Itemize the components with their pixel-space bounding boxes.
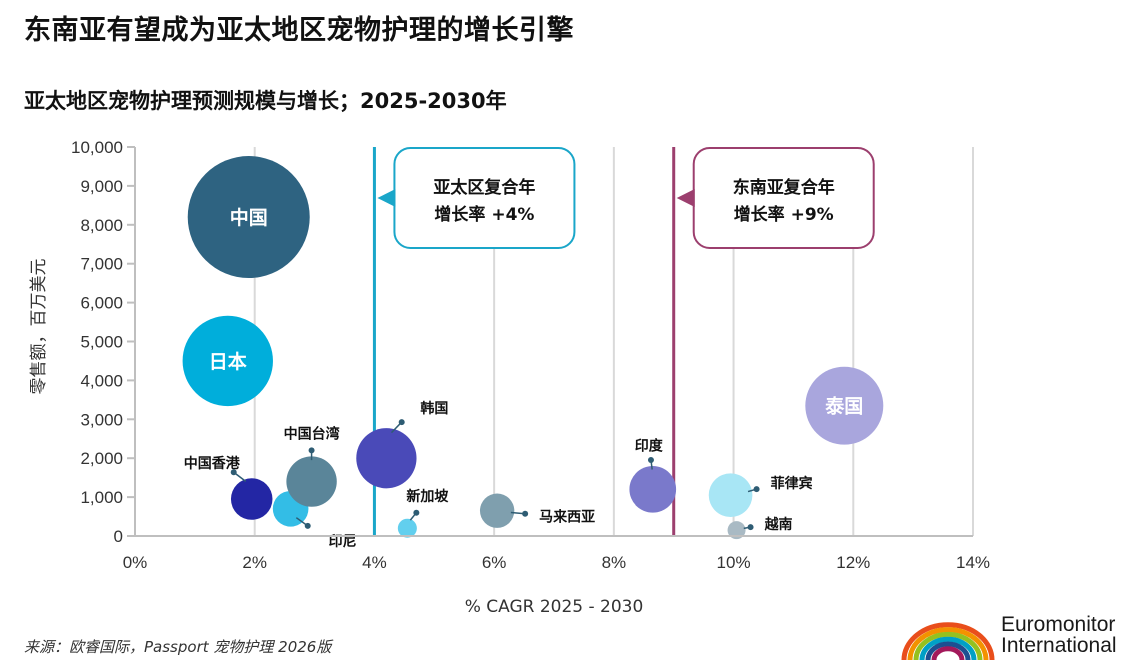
leader-dot <box>398 419 405 426</box>
bubble <box>187 156 310 279</box>
y-tick-label: 10,000 <box>71 138 123 157</box>
brand-name: Euromonitor International <box>1001 614 1117 656</box>
x-tick-label: 10% <box>717 553 751 572</box>
leader-dot <box>522 510 529 517</box>
y-tick-label: 8,000 <box>80 216 123 235</box>
bubble-label: 越南 <box>764 516 793 533</box>
bubble-label: 韩国 <box>420 400 448 417</box>
bubble-label: 日本 <box>209 350 247 373</box>
bubble-label: 中国香港 <box>184 455 241 472</box>
chart-subtitle: 亚太地区宠物护理预测规模与增长；2025-2030年 <box>24 89 507 113</box>
x-tick-label: 4% <box>362 553 387 572</box>
y-tick-label: 5,000 <box>80 333 123 352</box>
y-tick-label: 3,000 <box>80 410 123 429</box>
brand-name-line1: Euromonitor <box>1001 613 1116 636</box>
leader-dot <box>747 524 754 531</box>
leader-dot <box>308 447 315 454</box>
logo-arc <box>907 627 989 660</box>
leader-dot <box>413 509 420 516</box>
y-tick-label: 6,000 <box>80 294 123 313</box>
page-title: 东南亚有望成为亚太地区宠物护理的增长引擎 <box>24 15 574 46</box>
bubble-label: 泰国 <box>824 395 863 418</box>
leader-dot <box>304 522 311 529</box>
x-tick-label: 2% <box>242 553 267 572</box>
logo-arc <box>901 622 995 660</box>
leader-dot <box>230 469 237 476</box>
bubble <box>397 518 417 538</box>
leader-dot <box>647 456 654 463</box>
bubble-label: 印尼 <box>329 533 357 550</box>
callout-line1: 东南亚复合年 <box>733 177 835 198</box>
logo-arc <box>919 636 977 660</box>
bubble-label: 新加坡 <box>406 488 449 505</box>
bubble-label: 菲律宾 <box>771 475 813 492</box>
x-tick-label: 14% <box>956 553 990 572</box>
callout-box <box>692 147 875 249</box>
bubble <box>356 428 417 489</box>
bubble <box>182 315 273 407</box>
x-tick-label: 8% <box>602 553 627 572</box>
bubble <box>230 478 273 520</box>
logo-arc <box>931 646 965 660</box>
x-tick-label: 12% <box>836 553 870 572</box>
bubble <box>805 366 884 445</box>
axes: 0% 2% 4% 6% 8% 10% 12% 14% 0 1,000 2,000 3,000 4,000… <box>29 138 990 617</box>
bubble-label: 中国台湾 <box>284 426 340 443</box>
logo-arc <box>925 641 971 660</box>
x-tick-label: 6% <box>482 553 507 572</box>
bubble <box>708 473 753 517</box>
bubble <box>727 521 746 540</box>
callout-line2: 增长率 +4% <box>434 204 534 225</box>
bubble <box>479 493 515 528</box>
bubble <box>286 456 337 507</box>
rainbow-arcs-icon <box>901 622 995 660</box>
bubble <box>629 465 677 513</box>
y-tick-label: 1,000 <box>80 488 123 507</box>
x-axis-title: % CAGR 2025 - 2030 <box>465 597 644 617</box>
brand-name-line2: International <box>1001 634 1117 657</box>
euromonitor-logo: Euromonitor International <box>898 612 1139 662</box>
callout-line1: 亚太区复合年 <box>433 177 535 198</box>
callout-line2: 增长率 +9% <box>734 204 834 225</box>
y-tick-label: 7,000 <box>80 255 123 274</box>
y-tick-label: 9,000 <box>80 177 123 196</box>
callout-box <box>393 147 576 249</box>
y-axis-title: 零售额，百万美元 <box>29 259 49 395</box>
y-tick-label: 0 <box>114 527 123 546</box>
bubble-label: 中国 <box>230 206 268 229</box>
callout-pointer <box>377 189 396 207</box>
bubble-label: 印度 <box>635 437 664 454</box>
logo-arc <box>913 631 983 660</box>
bubble-label: 马来西亚 <box>539 510 595 526</box>
y-tick-label: 4,000 <box>80 371 123 390</box>
leader-dot <box>753 486 760 493</box>
y-tick-label: 2,000 <box>80 449 123 468</box>
source-note: 来源：欧睿国际，Passport 宠物护理 2026版 <box>24 638 332 656</box>
x-tick-label: 0% <box>123 553 148 572</box>
callout-pointer <box>676 189 695 207</box>
